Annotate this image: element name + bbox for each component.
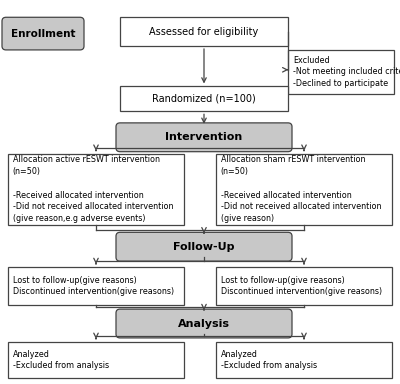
Text: Intervention: Intervention (165, 132, 243, 142)
FancyBboxPatch shape (116, 309, 292, 338)
Text: Lost to follow-up(give reasons)
Discontinued intervention(give reasons): Lost to follow-up(give reasons) Disconti… (221, 276, 382, 296)
FancyBboxPatch shape (120, 86, 288, 111)
Text: Analyzed
-Excluded from analysis: Analyzed -Excluded from analysis (13, 349, 109, 371)
FancyBboxPatch shape (8, 342, 184, 378)
Text: Excluded
-Not meeting included criteria
-Declined to participate: Excluded -Not meeting included criteria … (293, 56, 400, 88)
Text: Allocation active rESWT intervention
(n=50)
 
-Received allocated intervention
-: Allocation active rESWT intervention (n=… (13, 155, 173, 223)
FancyBboxPatch shape (216, 342, 392, 378)
FancyBboxPatch shape (116, 123, 292, 152)
Text: Randomized (n=100): Randomized (n=100) (152, 94, 256, 104)
Text: Analyzed
-Excluded from analysis: Analyzed -Excluded from analysis (221, 349, 317, 371)
Text: Assessed for eligibility: Assessed for eligibility (149, 26, 259, 37)
Text: Lost to follow-up(give reasons)
Discontinued intervention(give reasons): Lost to follow-up(give reasons) Disconti… (13, 276, 174, 296)
FancyBboxPatch shape (216, 267, 392, 305)
Text: Analysis: Analysis (178, 318, 230, 329)
Text: Allocation sham rESWT intervention
(n=50)
 
-Received allocated intervention
-Di: Allocation sham rESWT intervention (n=50… (221, 155, 381, 223)
Text: Enrollment: Enrollment (11, 28, 75, 39)
FancyBboxPatch shape (2, 17, 84, 50)
FancyBboxPatch shape (8, 267, 184, 305)
FancyBboxPatch shape (8, 154, 184, 225)
FancyBboxPatch shape (116, 232, 292, 261)
FancyBboxPatch shape (120, 17, 288, 46)
FancyBboxPatch shape (216, 154, 392, 225)
Text: Follow-Up: Follow-Up (173, 242, 235, 252)
FancyBboxPatch shape (288, 50, 394, 94)
